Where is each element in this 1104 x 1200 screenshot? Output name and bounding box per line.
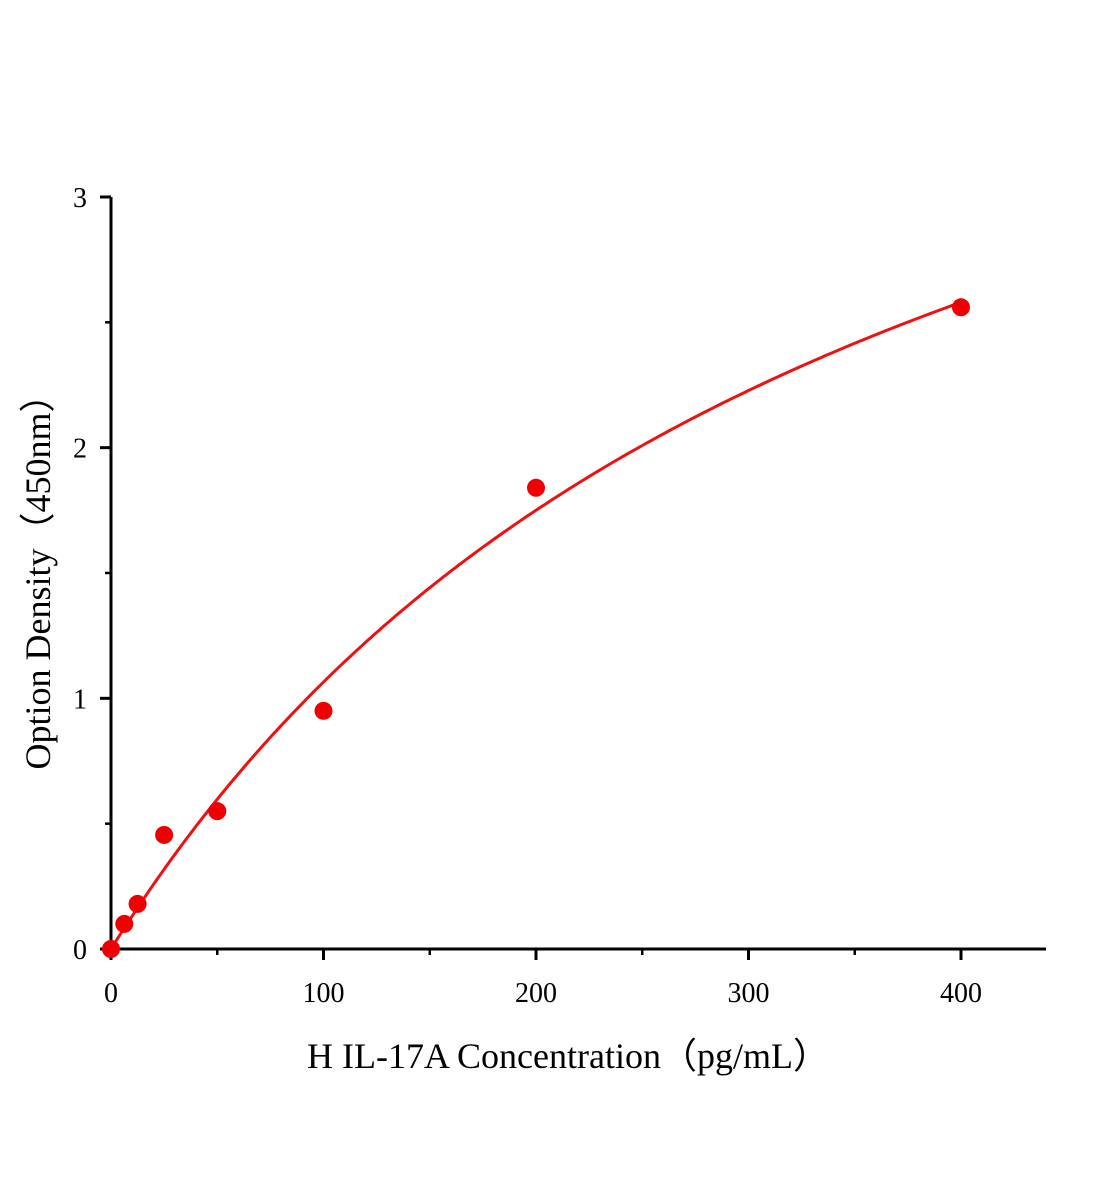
y-tick-label: 2	[73, 434, 87, 465]
fit-curve-layer	[109, 300, 962, 950]
y-tick-label: 0	[73, 935, 87, 966]
y-tick-label: 3	[73, 183, 87, 214]
y-tick-label: 1	[73, 684, 87, 715]
x-tick-label: 0	[104, 978, 118, 1009]
data-point	[527, 478, 545, 497]
x-tick-label: 100	[303, 978, 345, 1009]
data-point	[102, 940, 120, 958]
x-tick-label: 300	[728, 978, 770, 1009]
data-point	[115, 914, 134, 933]
axes	[100, 195, 1046, 960]
data-point	[208, 802, 227, 821]
tick-labels: 0 100 200 300 400 0 1 2 3	[73, 183, 982, 1009]
data-point	[155, 825, 174, 844]
data-point	[952, 298, 970, 317]
fit-curve	[109, 300, 962, 950]
x-axis-label: H IL-17A Concentration（pg/mL）	[307, 1036, 829, 1076]
data-points	[102, 298, 970, 958]
data-point	[314, 701, 333, 720]
x-tick-label: 400	[940, 978, 982, 1009]
x-tick-label: 200	[515, 978, 557, 1009]
y-axis-label: Option Density（450nm）	[18, 377, 58, 770]
data-point	[128, 894, 147, 913]
